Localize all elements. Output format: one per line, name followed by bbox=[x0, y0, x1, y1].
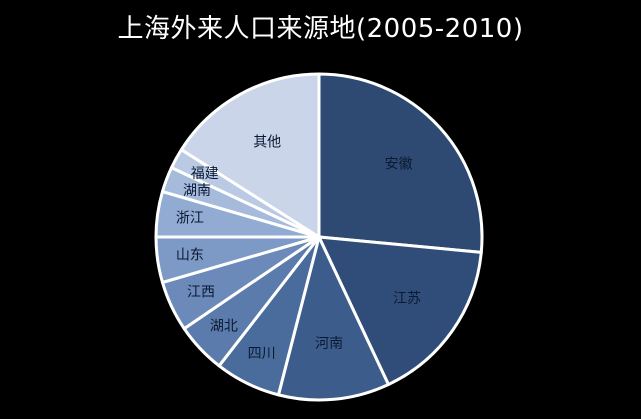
pie-slice-3 bbox=[276, 235, 390, 402]
slice-label-11: 其他 bbox=[253, 135, 281, 151]
slice-label-2: 江苏 bbox=[393, 291, 421, 307]
slice-label-9: 湖南 bbox=[183, 183, 211, 199]
slice-label-4: 四川 bbox=[248, 346, 276, 362]
slice-label-7: 山东 bbox=[176, 247, 204, 263]
pie-slice-11 bbox=[179, 72, 321, 239]
slice-label-5: 湖北 bbox=[210, 318, 238, 334]
chart-title: 上海外来人口来源地(2005-2010) bbox=[117, 14, 524, 44]
slice-label-8: 浙江 bbox=[176, 211, 204, 227]
slice-label-3: 河南 bbox=[315, 336, 343, 352]
pie-slice-2 bbox=[317, 235, 483, 386]
slice-label-10: 福建 bbox=[191, 166, 219, 182]
slice-label-6: 江西 bbox=[187, 285, 215, 301]
pie-slice-1 bbox=[317, 72, 484, 254]
slice-label-1: 安徽 bbox=[385, 157, 413, 173]
